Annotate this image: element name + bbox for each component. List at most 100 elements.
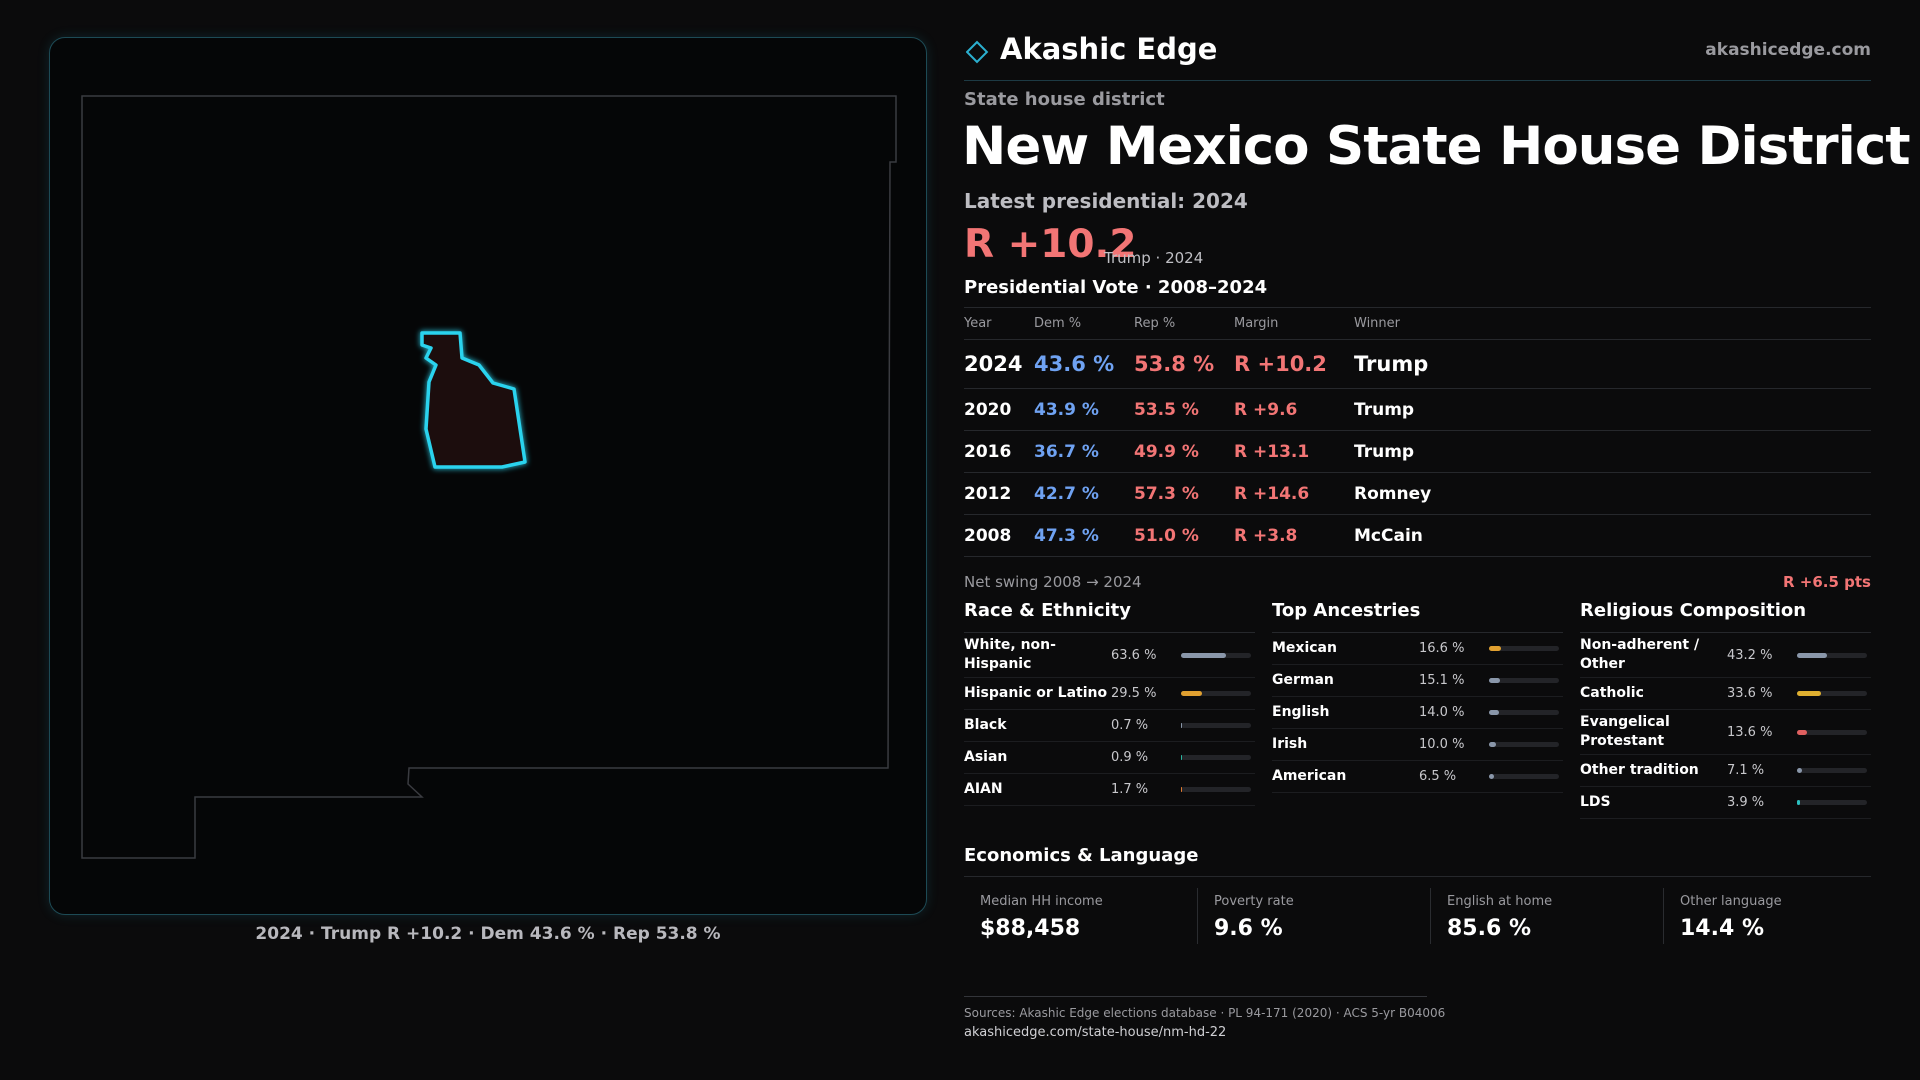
econ-label: English at home — [1447, 894, 1553, 909]
bar — [1489, 742, 1496, 747]
panel-row: German 15.1 % — [1272, 665, 1563, 697]
demographic-panel: Top Ancestries Mexican 16.6 % German 15.1 % E… — [1272, 600, 1563, 793]
row-value: 10.0 % — [1419, 737, 1465, 752]
bar-track — [1181, 723, 1251, 728]
econ-box: English at home 85.6 % — [1430, 888, 1663, 944]
latest: Latest presidential: 2024 — [964, 189, 1248, 213]
panel-row: Irish 10.0 % — [1272, 729, 1563, 761]
demographic-panel: Race & Ethnicity White, non-Hispanic 63.6 … — [964, 600, 1255, 806]
column-header: Rep % — [1134, 307, 1234, 340]
row-label: American — [1272, 768, 1347, 784]
econ-value: 9.6 % — [1214, 916, 1283, 941]
table-cell: R +9.6 — [1234, 388, 1354, 431]
bar — [1797, 691, 1821, 696]
bar-track — [1489, 678, 1559, 683]
swing-label: Net swing 2008 → 2024 — [964, 573, 1142, 591]
table-row: 2016 36.7 % 49.9 % R +13.1 Trump — [964, 430, 1871, 473]
table-cell: McCain — [1354, 514, 1871, 557]
column-header: Year — [964, 307, 1034, 340]
table-cell: R +14.6 — [1234, 472, 1354, 515]
econ-box: Poverty rate 9.6 % — [1197, 888, 1430, 944]
table-cell: Trump — [1354, 430, 1871, 473]
row-value: 0.7 % — [1111, 718, 1149, 733]
econ-title: Economics & Language — [964, 845, 1199, 866]
column-header: Margin — [1234, 307, 1354, 340]
bar-track — [1797, 729, 1867, 735]
table-cell: R +3.8 — [1234, 514, 1354, 557]
panel-row: Mexican 16.6 % — [1272, 633, 1563, 665]
table-cell: Trump — [1354, 339, 1871, 389]
row-value: 63.6 % — [1111, 647, 1157, 663]
url: akashicedge.com/state-house/nm-hd-22 — [964, 1025, 1227, 1040]
row-label: LDS — [1580, 794, 1611, 810]
swing-value: R +6.5 pts — [1783, 573, 1871, 591]
headline-note: Trump · 2024 — [1104, 249, 1204, 267]
panel-title: Top Ancestries — [1272, 600, 1563, 633]
bar — [1797, 729, 1807, 735]
district-shape — [420, 331, 527, 469]
row-label: Mexican — [1272, 640, 1337, 656]
table-cell: Romney — [1354, 472, 1871, 515]
column-header: Dem % — [1034, 307, 1134, 340]
column-header: Winner — [1354, 307, 1871, 340]
table-cell: 2016 — [964, 430, 1034, 473]
row-label: Non-adherent / Other — [1580, 637, 1700, 672]
econ-label: Poverty rate — [1214, 894, 1294, 909]
table-cell: 2020 — [964, 388, 1034, 431]
bar-track — [1181, 652, 1251, 658]
bar-track — [1489, 742, 1559, 747]
panel-row: Other tradition 7.1 % — [1580, 755, 1871, 787]
bar — [1181, 652, 1226, 658]
table-cell: 53.8 % — [1134, 339, 1234, 389]
map-caption: 2024 · Trump R +10.2 · Dem 43.6 % · Rep … — [255, 924, 721, 944]
bar-track — [1797, 800, 1867, 805]
row-label: Catholic — [1580, 685, 1644, 701]
row-value: 1.7 % — [1111, 782, 1149, 797]
row-value: 3.9 % — [1727, 795, 1765, 810]
table-header: Year Dem % Rep % Margin Winner — [964, 307, 1871, 340]
logo — [966, 40, 989, 64]
bar-track — [1797, 768, 1867, 773]
table-cell: 42.7 % — [1034, 472, 1134, 515]
bar-track — [1797, 652, 1867, 658]
bar — [1797, 768, 1802, 773]
row-value: 16.6 % — [1419, 641, 1465, 656]
panel-row: White, non-Hispanic 63.6 % — [964, 633, 1255, 678]
panel-row: Non-adherent / Other 43.2 % — [1580, 633, 1871, 678]
panel-title: Religious Composition — [1580, 600, 1871, 633]
row-value: 29.5 % — [1111, 686, 1157, 701]
table-cell: 53.5 % — [1134, 388, 1234, 431]
row-value: 0.9 % — [1111, 750, 1149, 765]
table-cell: 36.7 % — [1034, 430, 1134, 473]
divider — [964, 876, 1871, 877]
table-cell: 49.9 % — [1134, 430, 1234, 473]
row-value: 7.1 % — [1727, 763, 1765, 778]
row-value: 33.6 % — [1727, 686, 1773, 701]
bar-track — [1489, 774, 1559, 779]
bar-track — [1489, 710, 1559, 715]
row-label: Hispanic or Latino — [964, 685, 1108, 701]
econ-box: Other language 14.4 % — [1663, 888, 1896, 944]
panel-row: Evangelical Protestant 13.6 % — [1580, 710, 1871, 755]
row-label: Other tradition — [1580, 762, 1699, 778]
row-label: German — [1272, 672, 1334, 688]
panel-row: AIAN 1.7 % — [964, 774, 1255, 806]
map — [81, 95, 897, 859]
bar-track — [1181, 691, 1251, 696]
bar — [1797, 652, 1828, 658]
table-cell: Trump — [1354, 388, 1871, 431]
table-cell: 47.3 % — [1034, 514, 1134, 557]
econ-label: Median HH income — [980, 894, 1103, 909]
econ-box: Median HH income $88,458 — [964, 888, 1196, 944]
table-row: 2008 47.3 % 51.0 % R +3.8 McCain — [964, 514, 1871, 557]
row-label: AIAN — [964, 781, 1003, 797]
econ-value: 14.4 % — [1680, 916, 1764, 941]
bar — [1797, 800, 1800, 805]
row-label: White, non-Hispanic — [964, 637, 1056, 672]
row-value: 13.6 % — [1727, 724, 1773, 740]
bar — [1489, 678, 1500, 683]
row-label: Irish — [1272, 736, 1308, 752]
panel-row: Black 0.7 % — [964, 710, 1255, 742]
bar-track — [1181, 787, 1251, 792]
